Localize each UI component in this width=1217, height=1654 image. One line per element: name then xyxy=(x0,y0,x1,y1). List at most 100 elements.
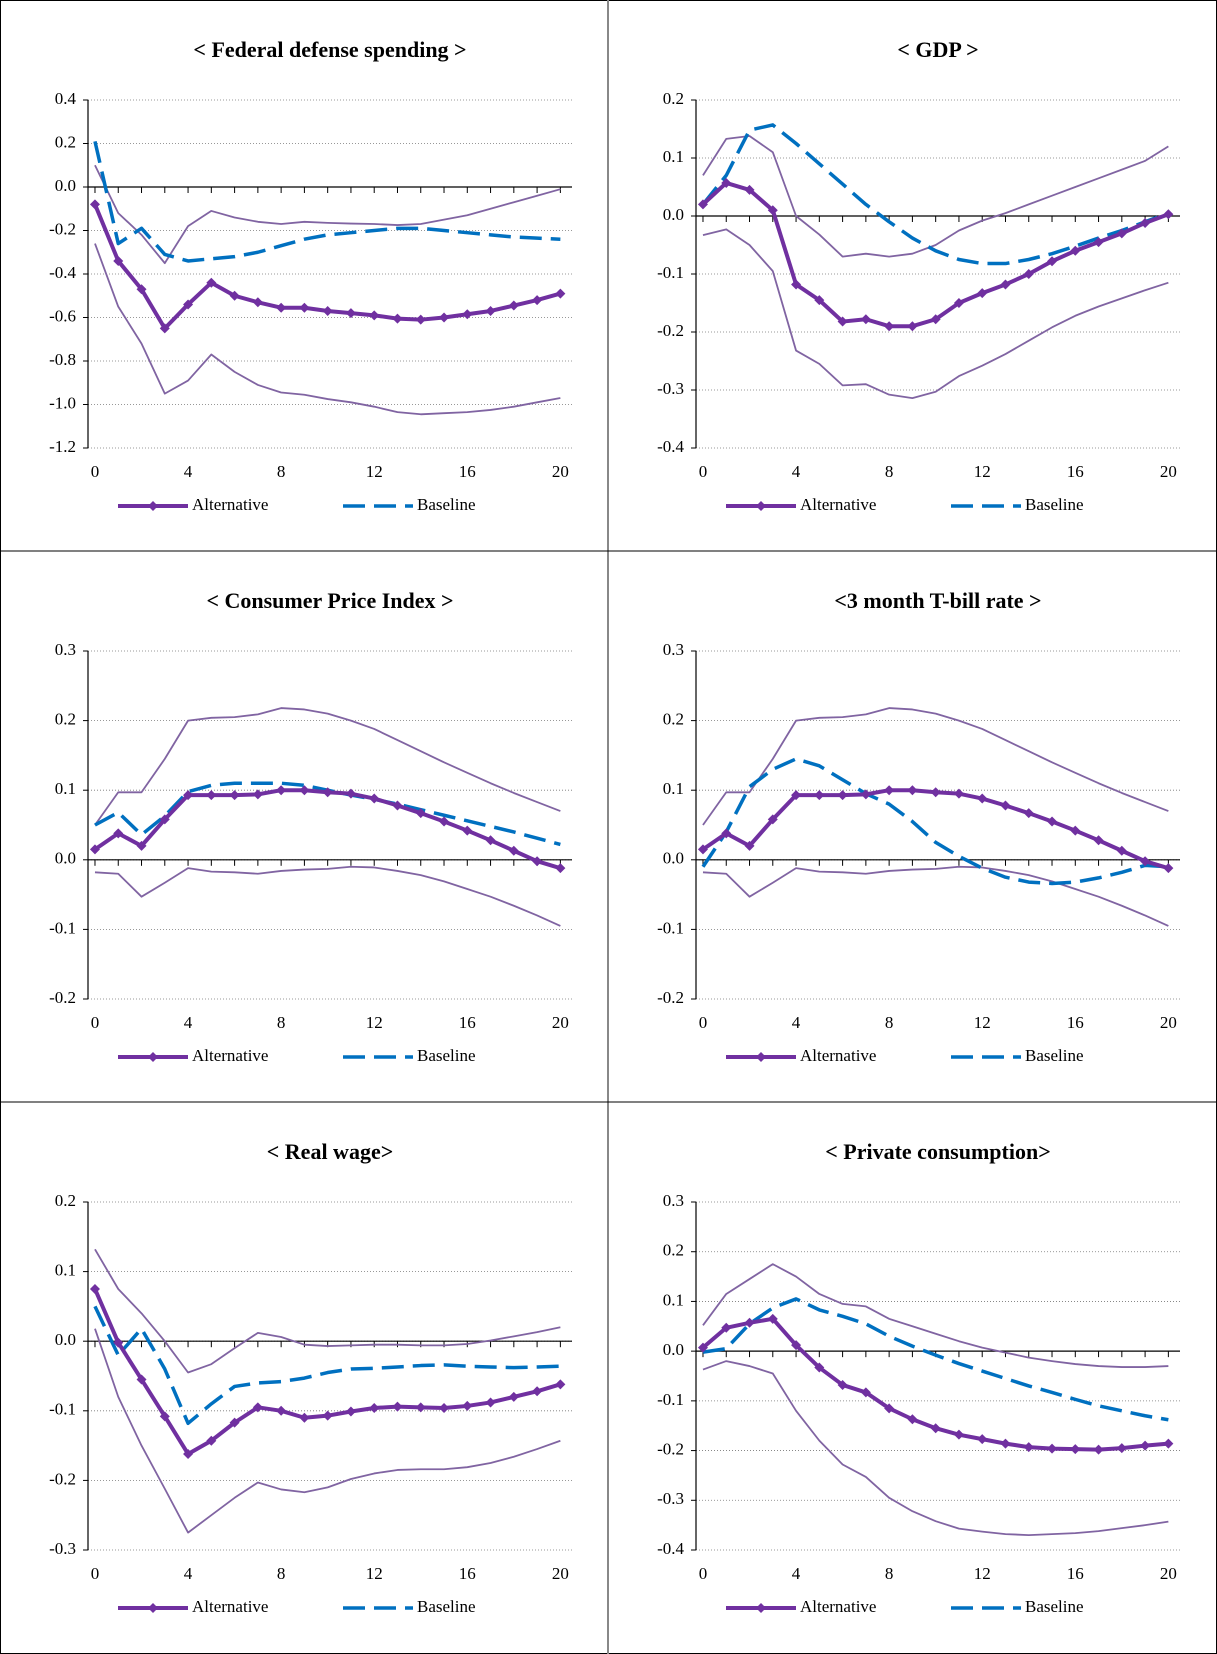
point xyxy=(89,1284,100,1294)
y-tick-label: -0.1 xyxy=(657,263,684,282)
y-tick-label: -0.2 xyxy=(657,1439,684,1458)
x-tick-label: 4 xyxy=(184,462,193,481)
y-tick-label: 0.2 xyxy=(55,710,76,729)
x-tick-label: 0 xyxy=(699,1013,708,1032)
point xyxy=(555,288,566,299)
y-tick-label: -0.3 xyxy=(657,1489,684,1508)
band-line xyxy=(94,1328,561,1534)
x-tick-label: 8 xyxy=(277,462,286,481)
x-tick-label: 16 xyxy=(1067,462,1084,481)
point xyxy=(721,1322,732,1333)
point xyxy=(860,314,871,325)
y-tick-label: -0.2 xyxy=(49,219,76,238)
point xyxy=(345,1406,356,1417)
band-line xyxy=(94,707,561,826)
series-line xyxy=(701,757,1169,886)
point xyxy=(229,1417,240,1428)
chart-panel: < Private consumption> -0.4 -0.3 -0.2 -0.1 0.… xyxy=(657,1139,1180,1616)
y-tick-label: -1.0 xyxy=(49,393,76,412)
x-tick-label: 12 xyxy=(366,462,383,481)
x-tick-label: 16 xyxy=(459,1013,476,1032)
point xyxy=(953,298,964,308)
point xyxy=(508,300,519,311)
band-line xyxy=(94,243,561,416)
y-tick-label: 0.1 xyxy=(55,1261,76,1280)
point xyxy=(439,816,450,827)
point xyxy=(1140,856,1151,867)
point xyxy=(884,785,895,796)
point xyxy=(814,790,825,801)
legend-marker xyxy=(756,501,766,511)
point xyxy=(462,309,473,320)
point xyxy=(953,1429,964,1440)
point xyxy=(744,840,755,851)
point xyxy=(113,1337,124,1348)
y-tick-label: -0.4 xyxy=(49,263,76,282)
point xyxy=(89,844,100,855)
point xyxy=(1023,808,1034,819)
x-tick-label: 0 xyxy=(91,462,100,481)
point xyxy=(439,1403,450,1414)
y-tick-label: 0.0 xyxy=(55,176,76,195)
point xyxy=(744,184,755,195)
point xyxy=(721,177,732,188)
point xyxy=(276,1405,287,1416)
band-line xyxy=(702,1360,1169,1536)
x-tick-label: 12 xyxy=(974,1564,991,1583)
point xyxy=(1070,245,1081,256)
series-line xyxy=(93,1305,561,1426)
point xyxy=(322,305,333,316)
chart-title: < GDP > xyxy=(897,37,978,62)
point xyxy=(767,1313,778,1324)
point xyxy=(415,808,426,819)
x-tick-label: 12 xyxy=(366,1013,383,1032)
x-tick-label: 20 xyxy=(1160,1013,1177,1032)
point xyxy=(860,1387,871,1398)
x-tick-label: 16 xyxy=(1067,1564,1084,1583)
y-tick-label: -0.2 xyxy=(657,988,684,1007)
series-line xyxy=(93,140,561,263)
y-tick-label: 0.3 xyxy=(55,640,76,659)
point xyxy=(977,288,988,299)
x-tick-label: 12 xyxy=(974,1013,991,1032)
point xyxy=(462,825,473,836)
x-tick-label: 8 xyxy=(885,462,894,481)
point xyxy=(299,785,310,796)
chart-panel: < Federal defense spending > -1.2 -1.0 -0.8… xyxy=(49,37,572,514)
y-tick-label: -0.4 xyxy=(657,1539,684,1558)
chart-panel: < Real wage> -0.3 -0.2 -0.1 0.0 0.1 0.2 0 4 8 12 16… xyxy=(49,1139,572,1616)
point xyxy=(1047,256,1058,267)
legend-label: Baseline xyxy=(417,1046,476,1065)
point xyxy=(1070,1444,1081,1455)
y-tick-label: -0.3 xyxy=(657,379,684,398)
point xyxy=(1116,228,1127,239)
point xyxy=(229,290,240,301)
chart-title: <3 month T-bill rate > xyxy=(834,588,1041,613)
point xyxy=(697,844,708,855)
y-tick-label: -0.1 xyxy=(49,1400,76,1419)
y-tick-label: 0.2 xyxy=(663,710,684,729)
point xyxy=(1093,237,1104,248)
x-tick-label: 20 xyxy=(1160,462,1177,481)
x-tick-label: 4 xyxy=(184,1564,193,1583)
y-tick-label: 0.1 xyxy=(663,779,684,798)
x-tick-label: 0 xyxy=(91,1564,100,1583)
legend-label: Baseline xyxy=(1025,495,1084,514)
y-tick-label: -0.1 xyxy=(49,918,76,937)
point xyxy=(415,314,426,325)
band-line xyxy=(702,1263,1169,1368)
point xyxy=(369,1403,380,1414)
point xyxy=(392,800,403,811)
point xyxy=(953,788,964,799)
point xyxy=(1023,1442,1034,1453)
point xyxy=(1047,816,1058,827)
point xyxy=(1023,269,1034,279)
y-tick-label: 0.0 xyxy=(55,849,76,868)
legend-label: Alternative xyxy=(192,495,268,514)
y-tick-label: 0.0 xyxy=(663,1340,684,1359)
point xyxy=(229,790,240,801)
series-line xyxy=(93,788,561,871)
point xyxy=(744,1317,755,1328)
point xyxy=(113,828,124,839)
